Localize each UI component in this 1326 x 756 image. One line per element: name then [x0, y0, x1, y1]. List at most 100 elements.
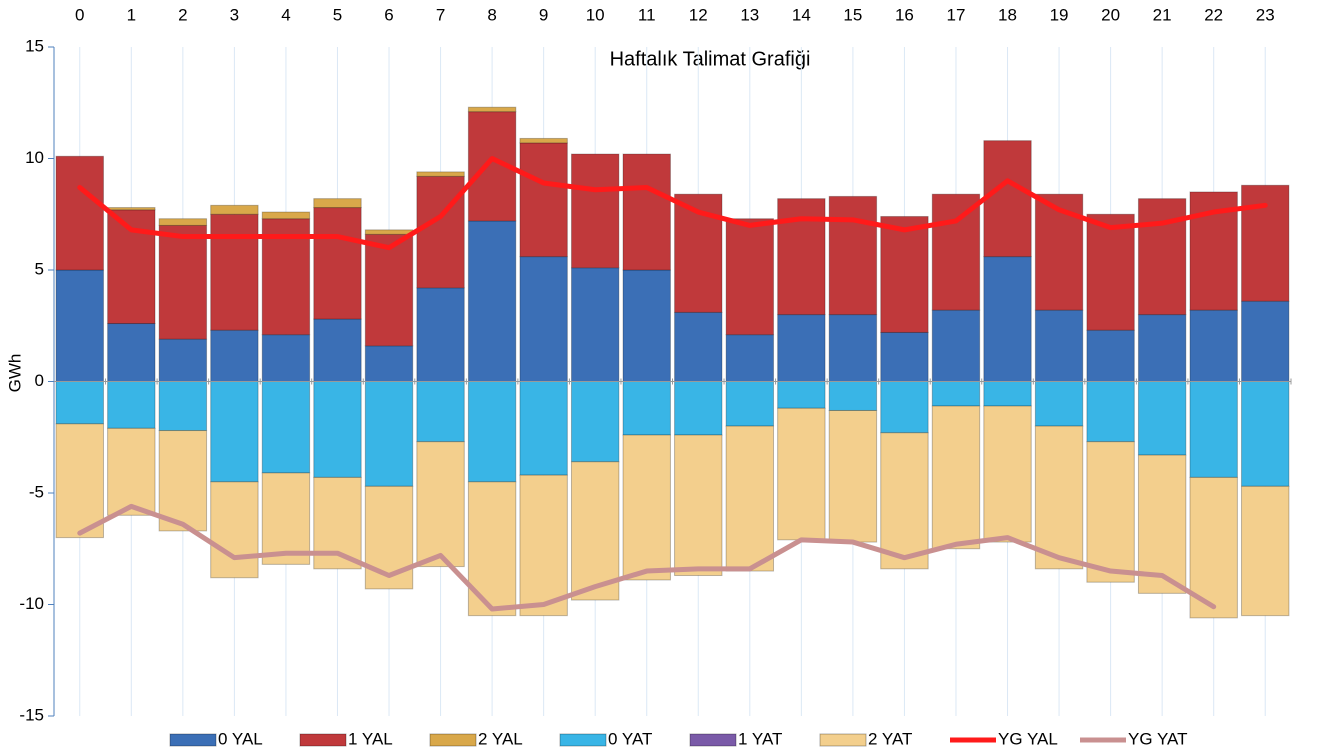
- bar: [313, 381, 362, 478]
- bar: [622, 269, 671, 382]
- bar: [55, 155, 104, 271]
- bar: [828, 409, 878, 543]
- legend-label: YG YAL: [998, 729, 1058, 748]
- bar: [725, 381, 775, 427]
- bar: [416, 171, 465, 177]
- bar: [416, 175, 465, 289]
- bar: [107, 381, 156, 429]
- bar: [725, 425, 775, 572]
- x-tick-label: 1: [127, 5, 136, 24]
- x-tick-label: 6: [384, 5, 393, 24]
- bar: [313, 207, 362, 320]
- bar: [55, 381, 104, 425]
- bar: [777, 381, 826, 409]
- x-tick-label: 0: [75, 5, 84, 24]
- bar: [158, 218, 208, 226]
- bar: [313, 198, 362, 209]
- bar: [1189, 381, 1238, 478]
- bar: [1241, 485, 1290, 617]
- bar: [210, 204, 259, 215]
- x-tick-label: 23: [1256, 5, 1275, 24]
- bar: [467, 220, 517, 382]
- bar: [570, 267, 620, 382]
- bar: [1137, 198, 1187, 316]
- legend-label: 1 YAT: [738, 729, 782, 748]
- bar: [1137, 381, 1187, 456]
- legend-swatch: [559, 733, 607, 747]
- legend-swatch: [299, 733, 347, 747]
- bar: [1137, 454, 1187, 594]
- bar: [880, 381, 929, 434]
- bar: [210, 213, 259, 331]
- legend-label: YG YAT: [1128, 729, 1188, 748]
- bar: [210, 481, 259, 579]
- bar: [931, 405, 981, 550]
- bar: [983, 256, 1032, 382]
- bar: [880, 432, 929, 570]
- bar: [210, 329, 259, 382]
- bar: [467, 106, 517, 113]
- bar: [1189, 309, 1238, 383]
- x-tick-label: 5: [333, 5, 342, 24]
- x-tick-label: 13: [740, 5, 759, 24]
- bar: [1034, 425, 1084, 570]
- bar: [1137, 314, 1187, 383]
- bar: [364, 345, 414, 383]
- legend-swatch: [819, 733, 867, 747]
- bar: [261, 211, 311, 220]
- bar: [1034, 381, 1084, 427]
- bar: [364, 233, 414, 347]
- legend-swatch: [169, 733, 217, 747]
- bar: [158, 224, 208, 340]
- bar: [1086, 381, 1135, 443]
- x-tick-label: 11: [638, 5, 656, 24]
- y-tick-label: -5: [29, 482, 44, 501]
- bar: [261, 334, 311, 383]
- bar: [158, 338, 208, 383]
- bar: [777, 407, 826, 541]
- bar: [570, 153, 620, 269]
- bar: [519, 137, 568, 144]
- bar: [519, 142, 568, 258]
- bar: [158, 430, 208, 532]
- bar: [467, 381, 517, 483]
- bar: [725, 334, 775, 383]
- legend-swatch: [689, 733, 737, 747]
- bar: [931, 381, 981, 407]
- y-tick-label: -10: [19, 594, 44, 613]
- bar: [828, 195, 878, 316]
- y-tick-label: -15: [19, 705, 44, 724]
- legend-label: 1 YAL: [348, 729, 393, 748]
- y-axis-label: GWh: [5, 354, 24, 393]
- x-tick-label: 22: [1204, 5, 1223, 24]
- x-tick-label: 4: [281, 5, 290, 24]
- bar: [725, 218, 775, 336]
- bar: [364, 381, 414, 487]
- bar: [416, 287, 465, 382]
- x-tick-label: 9: [539, 5, 548, 24]
- bar: [107, 323, 156, 382]
- legend-label: 2 YAT: [868, 729, 912, 748]
- x-tick-label: 2: [178, 5, 187, 24]
- x-tick-label: 10: [586, 5, 605, 24]
- bar: [313, 318, 362, 382]
- y-tick-label: 0: [35, 371, 44, 390]
- x-tick-label: 15: [843, 5, 862, 24]
- bar: [364, 229, 414, 235]
- bar: [983, 405, 1032, 543]
- bar: [107, 207, 156, 211]
- bar: [55, 423, 104, 539]
- bar: [983, 381, 1032, 407]
- x-tick-label: 14: [792, 5, 811, 24]
- bar: [828, 314, 878, 383]
- x-tick-label: 21: [1153, 5, 1172, 24]
- bar: [210, 381, 259, 483]
- bar: [777, 314, 826, 383]
- bar: [416, 441, 465, 568]
- x-tick-label: 19: [1050, 5, 1069, 24]
- x-tick-label: 12: [689, 5, 708, 24]
- bar: [1086, 441, 1135, 583]
- bar: [931, 193, 981, 311]
